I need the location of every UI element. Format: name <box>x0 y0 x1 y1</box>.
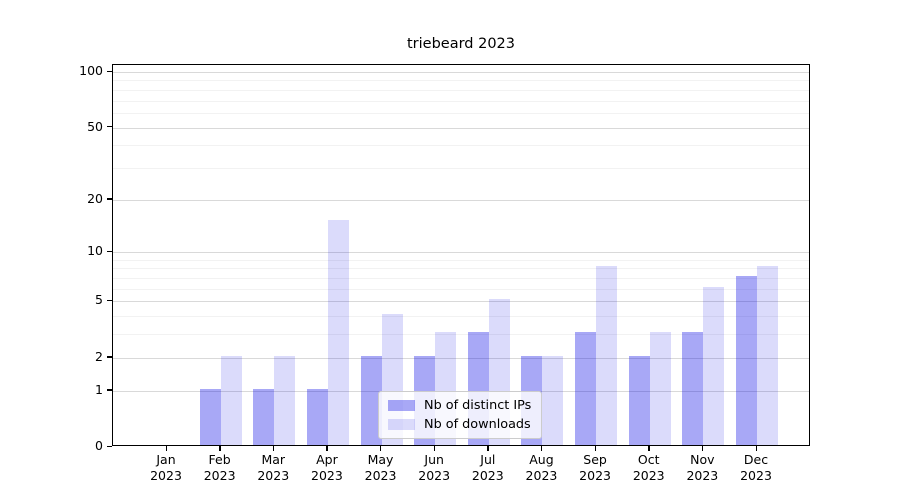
y-tick-0 <box>107 445 112 447</box>
bar-downloads-apr <box>327 219 349 445</box>
bar-downloads-feb <box>220 355 242 445</box>
x-tick-jul <box>487 446 489 451</box>
x-tick-sep <box>594 446 596 451</box>
legend-row-0: Nb of distinct IPs <box>388 398 531 413</box>
gridline-major-2 <box>113 357 809 359</box>
y-tick-5 <box>107 299 112 302</box>
x-tick-oct <box>648 446 650 451</box>
gridline-minor-9 <box>113 259 809 261</box>
y-tick-20 <box>107 198 112 200</box>
bar-downloads-sep <box>596 266 618 445</box>
bar-distinct-ips-may <box>360 355 382 445</box>
y-tick-label-50: 50 <box>87 118 103 134</box>
x-tick-label-apr: Apr 2023 <box>311 452 343 483</box>
x-tick-label-dec: Dec 2023 <box>740 452 772 483</box>
x-tick-label-feb: Feb 2023 <box>203 452 236 483</box>
bar-downloads-mar <box>274 355 296 445</box>
y-tick-label-5: 5 <box>95 292 103 308</box>
y-tick-label-10: 10 <box>87 243 103 259</box>
gridline-major-10 <box>113 252 809 254</box>
gridline-major-20 <box>113 199 809 201</box>
gridline-major-50 <box>113 127 809 129</box>
gridline-major-100 <box>113 72 809 73</box>
gridline-major-5 <box>113 301 809 303</box>
bar-downloads-nov <box>703 286 725 445</box>
x-tick-label-oct: Oct 2023 <box>632 452 665 483</box>
bar-distinct-ips-dec <box>736 276 757 445</box>
x-tick-label-jan: Jan 2023 <box>150 452 182 483</box>
y-tick-label-0: 0 <box>95 438 103 453</box>
x-tick-label-jul: Jul 2023 <box>471 452 504 483</box>
x-tick-label-aug: Aug 2023 <box>525 452 558 483</box>
y-tick-2 <box>107 356 112 358</box>
x-tick-label-mar: Mar 2023 <box>257 452 290 483</box>
y-tick-label-1: 1 <box>95 381 103 397</box>
gridline-minor-60 <box>113 112 809 114</box>
x-tick-dec <box>755 446 757 451</box>
x-tick-jun <box>433 446 436 451</box>
y-tick-10 <box>107 250 112 253</box>
gridline-minor-7 <box>113 278 809 280</box>
bar-distinct-ips-mar <box>253 388 275 445</box>
gridline-minor-80 <box>113 89 809 91</box>
bar-downloads-dec <box>757 266 778 445</box>
bar-downloads-oct <box>649 332 671 445</box>
bar-distinct-ips-nov <box>682 332 704 445</box>
x-tick-apr <box>326 446 328 451</box>
bar-distinct-ips-apr <box>306 388 328 445</box>
y-tick-label-100: 100 <box>79 63 103 78</box>
gridline-minor-90 <box>113 80 809 82</box>
bar-distinct-ips-sep <box>575 332 597 445</box>
legend-label-distinct-ips: Nb of distinct IPs <box>424 398 532 413</box>
bar-distinct-ips-feb <box>199 388 221 445</box>
y-tick-50 <box>107 126 112 128</box>
chart-title: triebeard 2023 <box>406 36 516 52</box>
y-tick-100 <box>107 70 112 72</box>
x-tick-label-sep: Sep 2023 <box>579 452 611 483</box>
plot-area <box>112 64 810 446</box>
bar-distinct-ips-oct <box>628 355 650 445</box>
x-tick-mar <box>272 446 275 451</box>
gridline-minor-40 <box>113 145 809 147</box>
x-tick-jan <box>165 446 167 451</box>
x-tick-feb <box>219 446 221 451</box>
legend-row-1: Nb of downloads <box>388 417 531 432</box>
legend-swatch-downloads <box>388 419 415 430</box>
y-tick-label-2: 2 <box>95 348 103 364</box>
x-tick-may <box>380 446 382 451</box>
y-tick-1 <box>107 389 112 391</box>
x-tick-aug <box>540 446 543 451</box>
gridline-minor-30 <box>113 167 809 169</box>
x-tick-label-jun: Jun 2023 <box>418 452 451 483</box>
x-tick-label-nov: Nov 2023 <box>686 452 719 483</box>
x-tick-label-may: May 2023 <box>364 452 397 483</box>
bar-downloads-aug <box>542 355 564 445</box>
gridline-minor-8 <box>113 268 809 270</box>
legend-swatch-distinct-ips <box>388 400 415 411</box>
gridline-minor-4 <box>113 316 809 318</box>
x-tick-nov <box>701 446 704 451</box>
legend: Nb of distinct IPs Nb of downloads <box>378 391 543 439</box>
legend-label-downloads: Nb of downloads <box>424 417 531 432</box>
gridline-minor-6 <box>113 288 809 290</box>
gridline-minor-3 <box>113 334 809 336</box>
gridline-minor-70 <box>113 100 809 102</box>
y-tick-label-20: 20 <box>87 190 103 206</box>
